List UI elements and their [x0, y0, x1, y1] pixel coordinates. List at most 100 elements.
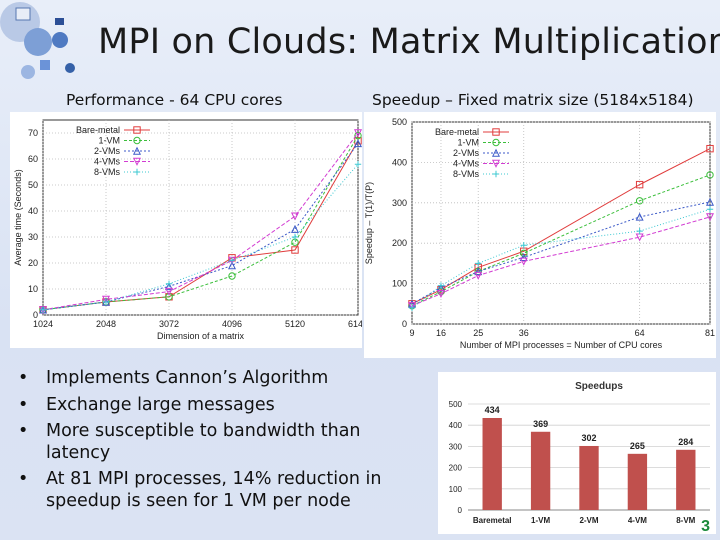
y-tick-label: 300	[449, 442, 463, 451]
performance-chart-panel: 1024 2048 3072 4096 5120 6144 0 10 20 30 40 50 60 70 D…	[10, 112, 368, 348]
bar	[482, 417, 502, 510]
bar	[579, 445, 599, 510]
legend-label: Bare-metal	[435, 127, 479, 137]
data-point	[354, 161, 362, 168]
series-line	[411, 216, 711, 307]
data-point	[635, 197, 644, 205]
data-point	[436, 290, 445, 299]
legend-marker	[133, 168, 141, 176]
data-point	[101, 295, 111, 304]
x-axis-label: Number of MPI processes = Number of CPU …	[460, 340, 663, 350]
bar	[676, 449, 696, 510]
data-point	[519, 257, 528, 266]
data-point	[636, 227, 643, 235]
legend-label: 4-VMs	[453, 159, 480, 169]
series-line	[411, 208, 711, 309]
data-point	[228, 272, 236, 280]
data-point	[705, 213, 715, 222]
data-point	[474, 267, 483, 276]
y-tick-label: 400	[449, 421, 463, 430]
y-tick-label: 30	[28, 232, 38, 242]
y-tick-label: 60	[28, 154, 38, 164]
bullet-item: Implements Cannon’s Algorithm	[12, 368, 404, 390]
data-point	[520, 249, 528, 258]
data-point	[227, 261, 237, 270]
series-line	[42, 132, 359, 311]
series-line	[411, 174, 711, 307]
legend-marker	[491, 159, 501, 168]
legend-label: 1-VM	[457, 138, 479, 148]
bar	[530, 431, 551, 510]
series-line	[42, 163, 359, 311]
y-tick-label: 10	[28, 284, 38, 294]
slide-title: MPI on Clouds: Matrix Multiplication	[98, 22, 720, 62]
bar-value-label: 434	[485, 405, 500, 415]
y-tick-label: 70	[28, 128, 38, 138]
legend-label: 2-VMs	[94, 146, 121, 156]
data-point	[164, 282, 174, 291]
data-point	[705, 197, 715, 206]
plot-frame	[42, 119, 359, 316]
y-tick-label: 0	[402, 319, 407, 329]
data-point	[165, 280, 173, 287]
data-point	[353, 139, 363, 148]
logo-icon	[0, 2, 75, 79]
legend-marker	[491, 148, 501, 157]
data-point	[290, 224, 300, 233]
x-tick-label: 4-VM	[628, 516, 647, 525]
x-tick-label: 9	[409, 328, 414, 338]
data-point	[228, 257, 236, 264]
legend-label: 8-VMs	[94, 167, 121, 177]
bar-value-label: 265	[630, 441, 645, 451]
bar-chart-title: Speedups	[575, 381, 623, 392]
y-tick-label: 20	[28, 258, 38, 268]
data-point	[408, 304, 416, 312]
subtitle-performance: Performance - 64 CPU cores	[66, 91, 283, 109]
x-tick-label: 3072	[159, 319, 179, 329]
y-tick-label: 50	[28, 180, 38, 190]
legend-label: Bare-metal	[76, 125, 120, 135]
x-axis-label: Dimension of a matrix	[157, 331, 245, 341]
x-tick-label: 81	[705, 328, 715, 338]
x-tick-label: 8-VM	[676, 516, 695, 525]
data-point	[474, 271, 483, 280]
legend-marker	[492, 128, 500, 136]
x-tick-label: 2048	[96, 319, 116, 329]
legend-marker	[492, 170, 500, 178]
data-point	[475, 260, 482, 267]
bar-value-label: 302	[581, 433, 596, 443]
x-tick-label: Baremetal	[473, 516, 512, 525]
x-tick-label: 2-VM	[579, 516, 598, 525]
speedups-bar-chart: Speedups 0 100 200 300 400 500 434 Baremetal 369 1…	[449, 381, 710, 525]
subtitle-speedup: Speedup – Fixed matrix size (5184x5184)	[372, 91, 694, 109]
data-point	[164, 287, 174, 296]
data-point	[520, 242, 527, 249]
data-point	[519, 253, 528, 262]
bullet-list: Implements Cannon’s Algorithm Exchange l…	[12, 368, 404, 517]
x-tick-label: 25	[473, 328, 483, 338]
legend-marker	[133, 136, 141, 145]
y-tick-label: 40	[28, 206, 38, 216]
speedup-chart-panel: 9 16 25 36 64 81 0 100 200 300 400 500 Number of MPI…	[364, 112, 716, 358]
bar	[627, 453, 648, 510]
bullet-item: Exchange large messages	[12, 395, 404, 417]
legend-marker	[133, 126, 141, 134]
y-tick-label: 400	[392, 157, 407, 167]
data-point	[706, 144, 714, 153]
data-point	[291, 246, 299, 254]
series-line	[411, 201, 711, 305]
x-tick-label: 6144	[348, 319, 362, 329]
x-tick-label: 36	[519, 328, 529, 338]
legend-marker	[492, 138, 500, 147]
legend-marker	[132, 146, 142, 155]
data-point	[165, 293, 173, 301]
data-point	[437, 282, 445, 289]
plot-frame	[411, 121, 711, 325]
y-tick-label: 300	[392, 198, 407, 208]
data-point	[291, 233, 299, 241]
data-point	[635, 212, 644, 221]
x-tick-label: 16	[436, 328, 446, 338]
bar-value-label: 369	[533, 419, 548, 429]
data-point	[102, 298, 110, 306]
y-tick-label: 500	[449, 400, 463, 409]
